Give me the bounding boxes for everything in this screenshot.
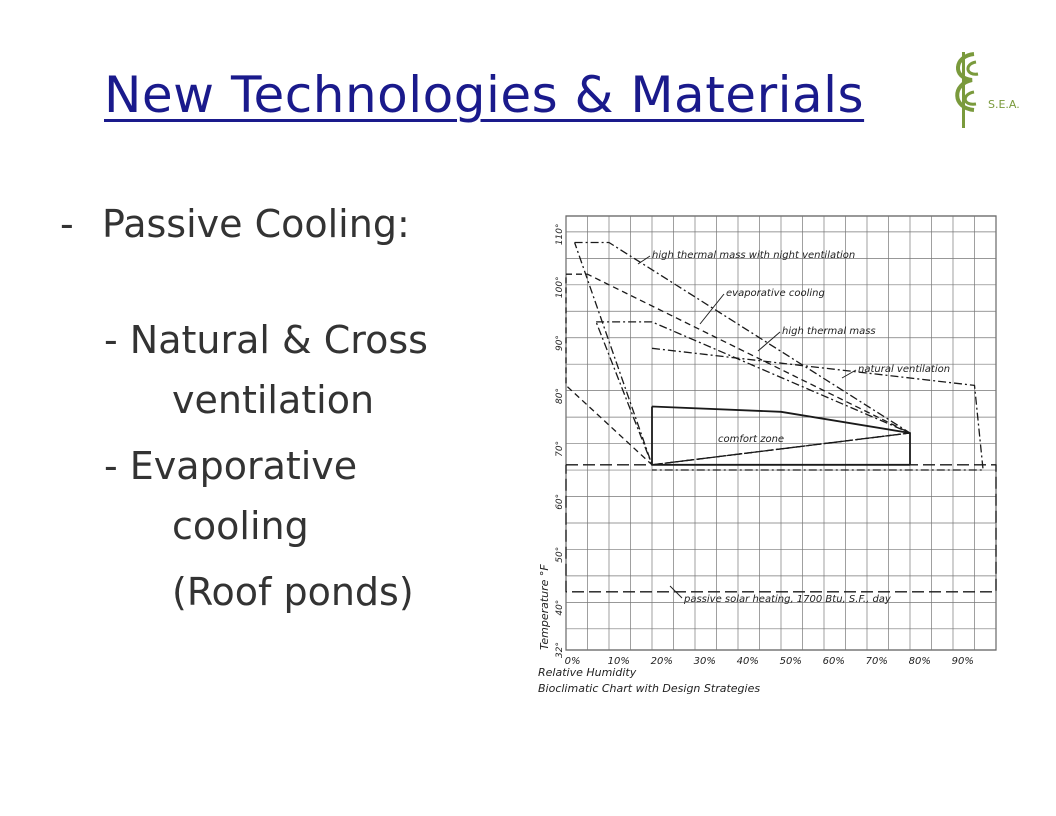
bioclimatic-chart: high thermal mass with night ventilation… [538,215,997,695]
x-tick-label: 60% [823,656,845,667]
region-passive-solar-heating [565,464,997,593]
sub-item-line: - Natural & Cross [104,318,428,362]
y-tick-label: 70° [555,441,565,457]
annotation-label: natural ventilation [858,364,950,375]
annotation-leader [757,331,781,352]
region-comfort-zone [651,405,911,466]
annotation-leader [841,369,857,379]
region-natural-ventilation [651,347,984,471]
x-tick-label: 40% [737,656,759,667]
x-tick-label: 30% [694,656,716,667]
x-tick-label: 10% [608,656,630,667]
x-tick-label: 90% [952,656,974,667]
annotation-label: high thermal mass [782,326,876,337]
chart-grid [565,215,997,651]
sub-item-evaporative-cooling: - Evaporative cooling [104,436,357,556]
annotation-label: passive solar heating, 1700 Btu, S.F., d… [683,594,892,605]
bullet-label: Passive Cooling: [102,202,410,246]
y-tick-label: 50° [555,547,565,563]
chart-title: Bioclimatic Chart with Design Strategies [538,682,760,695]
y-tick-label: 80° [555,388,565,404]
sub-item-roof-ponds: (Roof ponds) [172,562,414,622]
y-tick-label: 110° [555,223,565,245]
annotation-label: evaporative cooling [726,288,825,299]
bullet-passive-cooling: - Passive Cooling: [60,202,410,246]
x-tick-label: 80% [909,656,931,667]
region-high-thermal-mass-with-night-ventilation [573,241,911,466]
chart-ylabel: Temperature °F [538,564,551,650]
cse-leaf-logo-icon: S.E.A. [955,52,1020,128]
slide-title: New Technologies & Materials [104,66,865,124]
x-tick-label: 50% [780,656,802,667]
annotation-leader [669,585,683,599]
sub-item-line: - Evaporative [104,444,358,488]
logo-text: S.E.A. [988,98,1020,111]
y-tick-label: 100° [555,276,565,298]
sub-item-continuation: ventilation [172,378,375,422]
annotation-leader [699,293,725,325]
x-tick-label: 20% [651,656,673,667]
annotation-label: comfort zone [718,434,784,445]
x-tick-label: 70% [866,656,888,667]
sub-item-natural-ventilation: - Natural & Cross ventilation [104,310,428,430]
y-tick-label: 40° [555,600,565,616]
sub-item-continuation: cooling [172,504,309,548]
annotation-leader [637,255,651,265]
x-tick-label: 0% [565,656,581,667]
sub-item-line: (Roof ponds) [172,570,414,614]
chart-xlabel: Relative Humidity [538,666,637,679]
y-tick-label: 32° [555,642,565,658]
y-tick-label: 90° [555,335,565,351]
y-tick-label: 60° [555,494,565,510]
bullet-dash: - [60,202,74,246]
annotation-label: high thermal mass with night ventilation [652,250,855,261]
